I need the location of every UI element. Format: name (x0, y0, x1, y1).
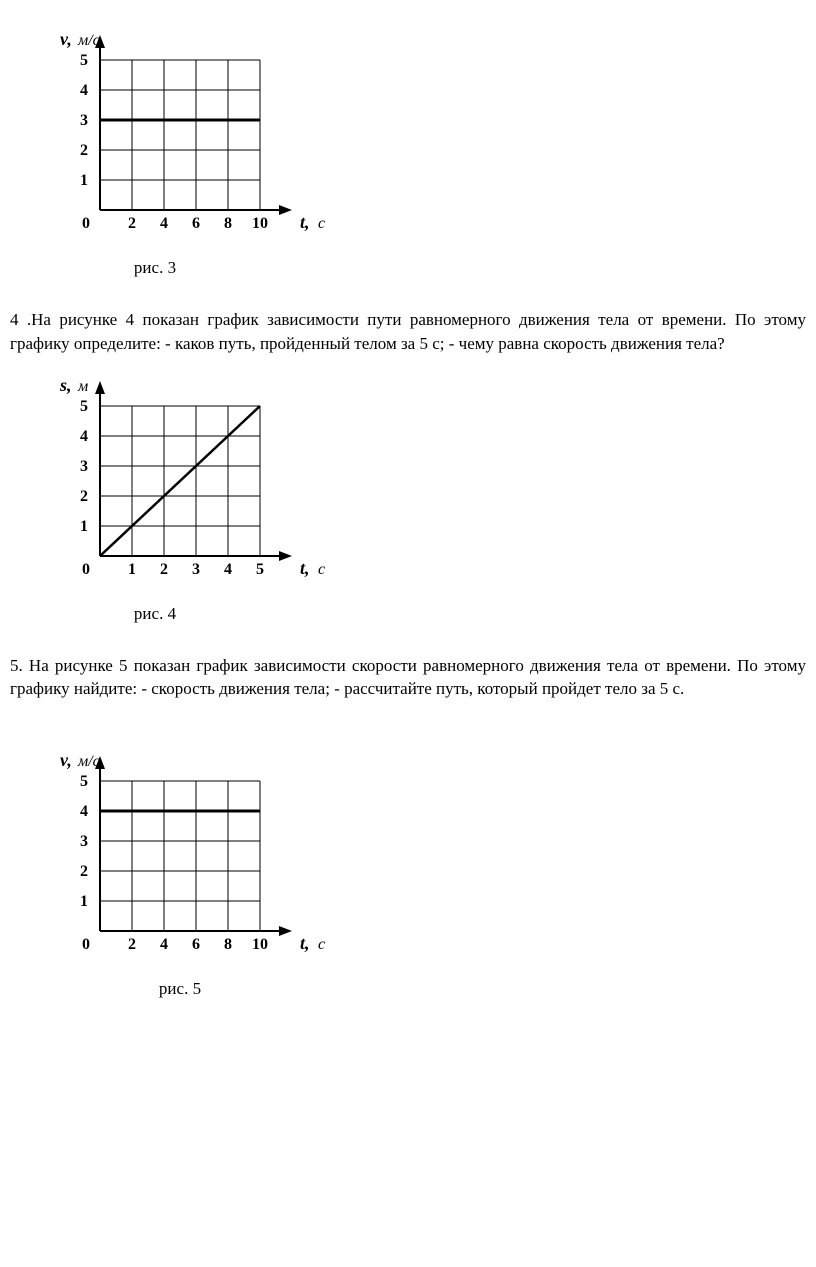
svg-text:2: 2 (128, 936, 136, 953)
svg-text:1: 1 (80, 893, 88, 910)
svg-text:s,: s, (59, 376, 72, 395)
svg-text:2: 2 (80, 863, 88, 880)
svg-text:5: 5 (256, 561, 264, 578)
chart-5-container: v,м/с123450246810t,с рис. 5 (40, 751, 806, 999)
svg-text:с: с (318, 215, 325, 232)
chart-5-svg: v,м/с123450246810t,с (40, 751, 370, 971)
svg-text:4: 4 (160, 215, 168, 232)
svg-text:10: 10 (252, 215, 268, 232)
svg-text:t,: t, (300, 558, 310, 578)
chart-3-caption: рис. 3 (40, 258, 270, 278)
problem-4-text: 4 .На рисунке 4 показан график зависимос… (10, 308, 806, 356)
svg-text:4: 4 (80, 428, 88, 445)
svg-text:v,: v, (60, 30, 72, 49)
chart-3-container: v,м/с123450246810t,с рис. 3 (40, 30, 806, 278)
svg-text:3: 3 (80, 458, 88, 475)
svg-text:8: 8 (224, 936, 232, 953)
svg-text:5: 5 (80, 52, 88, 69)
svg-text:2: 2 (80, 142, 88, 159)
svg-text:v,: v, (60, 751, 72, 770)
svg-text:2: 2 (80, 488, 88, 505)
svg-text:t,: t, (300, 212, 310, 232)
svg-text:4: 4 (80, 803, 88, 820)
chart-4-container: s, м 1 2 3 4 5 0 1 2 3 4 5 t, с рис. 4 (40, 376, 806, 624)
chart-5-caption: рис. 5 (40, 979, 320, 999)
svg-text:2: 2 (160, 561, 168, 578)
svg-text:1: 1 (80, 518, 88, 535)
svg-text:4: 4 (224, 561, 232, 578)
svg-text:3: 3 (80, 833, 88, 850)
svg-text:3: 3 (80, 112, 88, 129)
svg-text:t,: t, (300, 933, 310, 953)
chart-4-svg: s, м 1 2 3 4 5 0 1 2 3 4 5 t, с (40, 376, 340, 596)
chart-3-svg: v,м/с123450246810t,с (40, 30, 340, 250)
chart-4-caption: рис. 4 (40, 604, 270, 624)
svg-text:м: м (77, 378, 88, 395)
svg-text:3: 3 (192, 561, 200, 578)
svg-text:6: 6 (192, 936, 200, 953)
svg-text:0: 0 (82, 561, 90, 578)
svg-text:с: с (318, 936, 325, 953)
svg-text:4: 4 (80, 82, 88, 99)
svg-text:5: 5 (80, 773, 88, 790)
svg-text:10: 10 (252, 936, 268, 953)
svg-text:0: 0 (82, 215, 90, 232)
svg-text:0: 0 (82, 936, 90, 953)
svg-text:1: 1 (128, 561, 136, 578)
svg-text:5: 5 (80, 398, 88, 415)
svg-text:8: 8 (224, 215, 232, 232)
problem-5-text: 5. На рисунке 5 показан график зависимос… (10, 654, 806, 702)
svg-text:6: 6 (192, 215, 200, 232)
svg-text:2: 2 (128, 215, 136, 232)
svg-text:с: с (318, 561, 325, 578)
svg-text:4: 4 (160, 936, 168, 953)
svg-text:1: 1 (80, 172, 88, 189)
